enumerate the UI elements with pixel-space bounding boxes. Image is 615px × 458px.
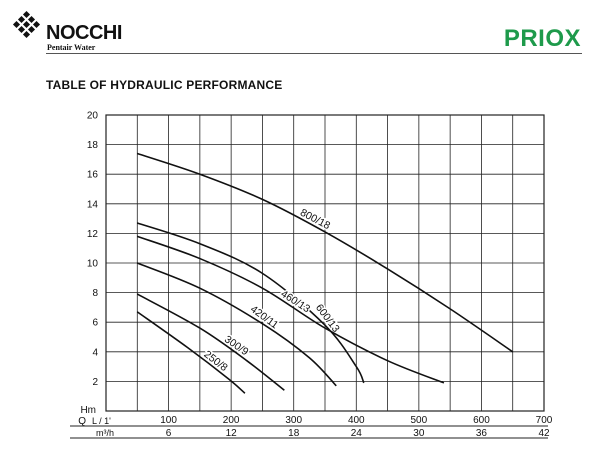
curve-460-13 <box>137 235 445 384</box>
x-tick-label: 400 <box>348 415 365 426</box>
y-tick-label: 14 <box>87 199 99 210</box>
curve-250-8 <box>136 311 246 394</box>
x-tick-label: 600 <box>473 415 490 426</box>
section-title: TABLE OF HYDRAULIC PERFORMANCE <box>46 78 283 92</box>
x-tick-label: 200 <box>223 415 240 426</box>
x-tick-label-m3h: 12 <box>226 428 238 439</box>
x-tick-label-m3h: 6 <box>166 428 172 439</box>
brand-logo: NOCCHI Pentair Water <box>10 10 140 54</box>
series-label: 800/18 <box>298 207 332 233</box>
header-divider <box>46 53 582 54</box>
y-tick-label: 8 <box>92 288 98 299</box>
x-tick-label: 700 <box>536 415 553 426</box>
curve-600-13 <box>137 222 365 384</box>
x-tick-label-m3h: 36 <box>476 428 488 439</box>
series-label: 300/9 <box>222 333 251 358</box>
y-tick-label: 4 <box>92 347 98 358</box>
x-axis-label-secondary: m³/h <box>96 428 114 438</box>
x-tick-label-m3h: 24 <box>351 428 363 439</box>
y-tick-label: 10 <box>87 259 99 270</box>
y-tick-label: 12 <box>87 229 99 240</box>
brand-subtitle: Pentair Water <box>47 43 96 52</box>
x-axis-label-primary: L / 1' <box>92 416 111 426</box>
nocchi-diamond-icon <box>12 10 41 39</box>
x-tick-label-m3h: 30 <box>413 428 425 439</box>
y-axis-label: Hm <box>80 405 96 416</box>
y-tick-label: 18 <box>87 140 99 151</box>
x-tick-label-m3h: 18 <box>288 428 300 439</box>
y-tick-label: 20 <box>87 111 99 122</box>
curve-300-9 <box>136 293 285 391</box>
x-tick-label: 100 <box>160 415 177 426</box>
x-tick-label-m3h: 42 <box>538 428 550 439</box>
curve-800-18 <box>137 152 514 353</box>
y-tick-label: 16 <box>87 170 99 181</box>
y-tick-label: 6 <box>92 318 98 329</box>
x-tick-label: 500 <box>411 415 428 426</box>
brand-name: NOCCHI <box>46 22 122 44</box>
product-name: PRIOX <box>503 25 581 52</box>
x-tick-label: 300 <box>285 415 302 426</box>
curve-420-11 <box>136 262 337 387</box>
y-tick-label: 2 <box>92 377 98 388</box>
x-axis-label-q: Q <box>78 416 86 427</box>
